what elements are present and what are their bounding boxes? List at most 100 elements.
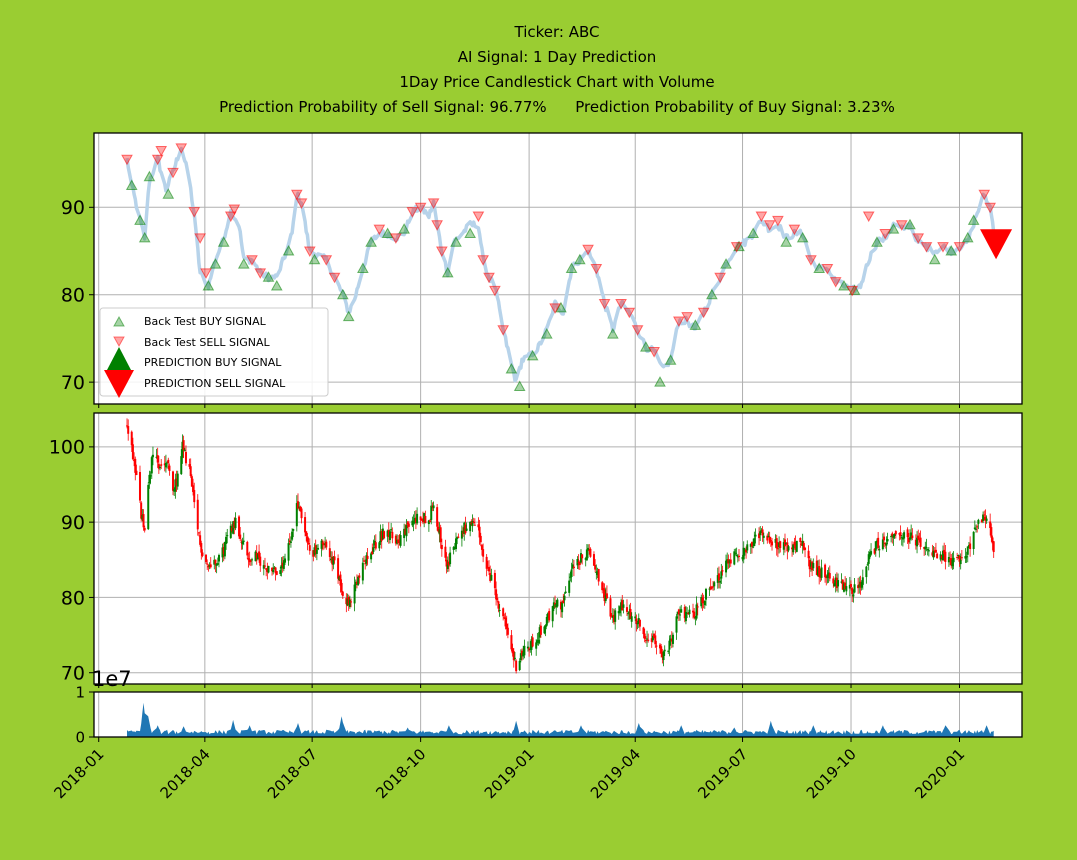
backtest-sell-marker	[489, 285, 501, 297]
candle-down	[597, 569, 600, 582]
backtest-sell-marker	[254, 268, 267, 279]
candle-down	[133, 459, 136, 462]
candle-down	[207, 566, 210, 568]
y-tick-label: 70	[61, 663, 85, 685]
candle-up	[242, 540, 245, 542]
candle-down	[696, 606, 699, 608]
y-tick-label: 100	[49, 437, 85, 459]
candle-up	[617, 611, 620, 614]
candle-down	[493, 572, 496, 589]
candle-down	[444, 546, 447, 558]
candle-down	[687, 612, 690, 614]
candle-down	[931, 552, 934, 556]
candle-down	[184, 451, 187, 464]
candle-down	[214, 559, 217, 565]
legend-prediction-sell-label: PREDICTION SELL SIGNAL	[144, 377, 286, 390]
candle-down	[275, 571, 278, 575]
backtest-sell-marker	[615, 298, 627, 310]
candle-up	[584, 558, 587, 560]
candle-down	[588, 550, 591, 552]
candle-down	[222, 546, 225, 555]
candle-down	[776, 548, 779, 550]
candle-up	[704, 588, 707, 600]
candle-down	[791, 547, 794, 550]
legend-backtest-buy-icon	[113, 315, 125, 327]
candle-up	[725, 560, 728, 573]
candle-down	[248, 559, 251, 563]
candle-up	[778, 542, 781, 548]
candle-up	[708, 588, 711, 590]
candle-up	[870, 551, 873, 555]
candle-up	[215, 563, 218, 566]
candle-down	[230, 528, 233, 531]
candle-down	[819, 574, 822, 578]
backtest-sell-marker	[631, 325, 644, 336]
candlestick-y-ticks: 70 80 90 100	[49, 437, 94, 685]
candle-down	[811, 561, 814, 571]
signals-panel: 70 80 90 Back Test BUY SIGNAL Back Test SE…	[61, 132, 1023, 405]
candle-up	[668, 640, 671, 650]
volume-area	[127, 702, 994, 737]
legend-box	[99, 307, 329, 397]
candle-up	[234, 517, 237, 529]
candle-up	[353, 584, 356, 604]
candle-down	[299, 506, 302, 512]
candle-up	[720, 571, 723, 579]
candle-up	[875, 540, 878, 543]
candle-up	[792, 544, 795, 553]
candle-down	[933, 550, 936, 552]
candle-up	[680, 609, 683, 613]
candle-up	[381, 528, 384, 540]
candle-up	[232, 521, 235, 534]
candle-up	[256, 554, 259, 560]
candle-down	[883, 536, 886, 541]
candle-up	[279, 570, 282, 574]
candle-down	[439, 527, 442, 543]
candle-up	[272, 569, 275, 573]
candle-down	[984, 516, 987, 521]
candle-up	[972, 531, 975, 550]
candle-down	[482, 549, 485, 557]
candle-down	[761, 529, 764, 536]
candle-down	[130, 431, 133, 446]
backtest-buy-marker	[134, 214, 146, 225]
backtest-buy-marker	[125, 179, 138, 190]
legend-backtest-sell-label: Back Test SELL SIGNAL	[144, 336, 271, 349]
candle-down	[156, 455, 159, 463]
candle-up	[526, 646, 529, 649]
candle-up	[150, 457, 153, 474]
candle-up	[646, 638, 649, 640]
candle-down	[832, 578, 835, 584]
title-signal: AI Signal: 1 Day Prediction	[458, 48, 657, 66]
candle-down	[339, 574, 342, 586]
candle-down	[745, 549, 748, 553]
candle-up	[291, 531, 294, 540]
candle-down	[884, 542, 887, 545]
candle-down	[247, 558, 250, 561]
backtest-sell-marker	[978, 189, 991, 201]
candle-down	[163, 463, 166, 466]
candle-up	[455, 538, 458, 550]
candle-down	[692, 610, 695, 613]
candle-up	[868, 551, 871, 558]
candle-up	[759, 531, 762, 536]
candle-down	[419, 516, 422, 521]
candle-up	[523, 645, 526, 656]
candle-down	[131, 444, 134, 460]
candle-up	[569, 576, 572, 578]
candle-down	[918, 539, 921, 541]
candle-up	[370, 553, 373, 560]
candle-down	[539, 625, 542, 635]
candle-up	[438, 529, 441, 535]
candle-down	[188, 464, 191, 467]
y-tick-label: 0	[75, 728, 85, 746]
candle-up	[700, 597, 703, 607]
candle-down	[135, 470, 138, 475]
candle-up	[453, 546, 456, 548]
backtest-sell-marker	[730, 242, 743, 253]
candle-up	[229, 525, 232, 538]
backtest-sell-marker	[431, 220, 443, 231]
candle-up	[852, 594, 855, 597]
candle-up	[529, 649, 532, 651]
candle-down	[258, 551, 261, 558]
